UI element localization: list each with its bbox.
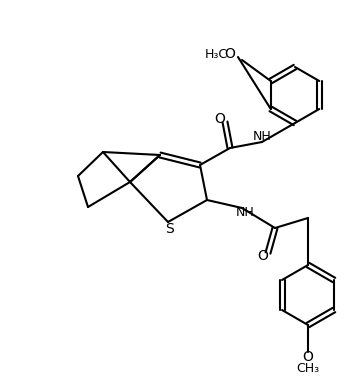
Text: O: O: [215, 112, 225, 126]
Text: O: O: [258, 249, 268, 263]
Text: CH₃: CH₃: [296, 361, 320, 375]
Text: O: O: [302, 350, 314, 364]
Text: NH: NH: [236, 206, 254, 218]
Text: S: S: [166, 222, 174, 236]
Text: H₃C: H₃C: [204, 48, 228, 60]
Text: O: O: [225, 47, 236, 61]
Text: NH: NH: [253, 130, 271, 144]
